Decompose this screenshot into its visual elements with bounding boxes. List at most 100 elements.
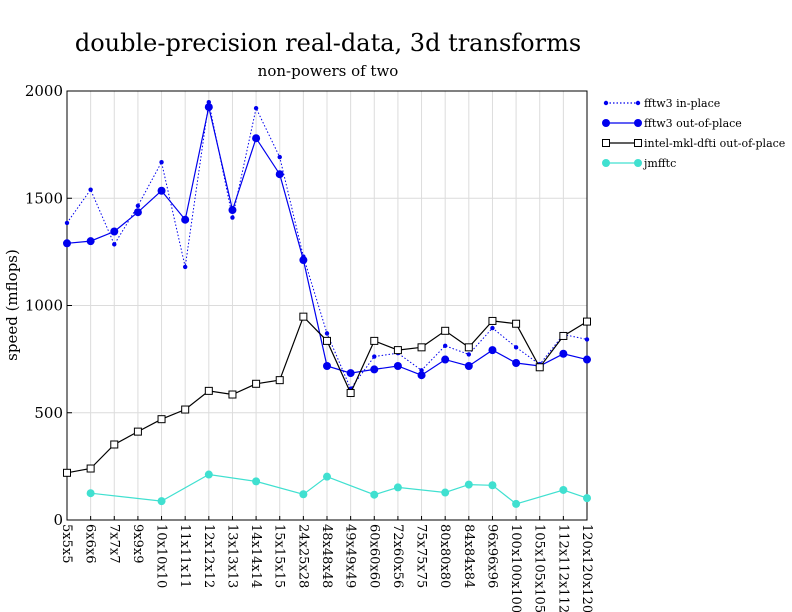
data-point: [466, 352, 472, 357]
data-point: [228, 206, 237, 215]
data-point: [86, 464, 95, 473]
data-point: [488, 481, 497, 490]
data-point: [230, 215, 235, 220]
data-point: [417, 343, 426, 352]
data-point: [323, 361, 331, 370]
data-point: [112, 242, 117, 247]
series-line: [90, 473, 588, 505]
legend-label: intel-mkl-dfti out-of-place: [644, 137, 785, 150]
x-tick-label: 10x10x10: [154, 524, 169, 588]
data-point: [159, 160, 164, 165]
data-point: [393, 361, 402, 370]
x-tick-label: 5x5x5: [59, 524, 74, 563]
data-point: [372, 354, 377, 359]
legend-label: jmfftc: [642, 157, 676, 170]
data-point: [584, 337, 590, 342]
data-point: [559, 485, 568, 494]
data-point: [228, 390, 237, 399]
data-point: [133, 208, 142, 217]
data-point: [157, 186, 166, 195]
legend-label: fftw3 in-place: [644, 97, 720, 110]
data-point: [88, 187, 93, 192]
data-point: [393, 346, 402, 355]
y-tick-label: 2000: [25, 82, 63, 100]
data-point: [464, 480, 473, 489]
data-point: [299, 490, 308, 499]
data-point: [133, 427, 142, 436]
series-jmfftc: [86, 470, 591, 508]
data-point: [252, 134, 261, 143]
x-tick-label: 60x60x60: [366, 524, 381, 588]
data-point: [252, 477, 261, 486]
x-tick-label: 80x80x80: [437, 524, 452, 588]
data-point: [512, 499, 521, 508]
data-point: [464, 343, 473, 352]
legend-marker: [602, 119, 610, 127]
data-point: [490, 325, 495, 331]
data-point: [370, 365, 379, 374]
data-point: [441, 488, 450, 497]
data-point: [324, 331, 330, 336]
data-point: [275, 376, 284, 385]
data-point: [559, 349, 568, 358]
legend-marker: [635, 100, 641, 106]
series-intel-mkl-dfti-out-of-place: [63, 312, 591, 477]
legend-marker: [602, 139, 610, 147]
data-point: [559, 331, 568, 340]
data-point: [370, 336, 379, 345]
x-tick-label: 7x7x7: [106, 524, 121, 563]
data-point: [86, 237, 95, 246]
x-tick-label: 120x120x120: [579, 524, 594, 612]
x-tick-label: 6x6x6: [83, 524, 98, 563]
data-point: [583, 355, 591, 364]
legend-marker: [602, 159, 610, 167]
data-point: [513, 345, 519, 350]
x-tick-label: 14x14x14: [248, 524, 263, 588]
data-point: [417, 371, 426, 380]
data-point: [110, 440, 119, 449]
x-tick-label: 12x12x12: [201, 524, 216, 588]
x-tick-label: 9x9x9: [130, 524, 145, 563]
data-point: [299, 256, 308, 265]
data-point: [323, 336, 331, 345]
x-tick-label: 13x13x13: [224, 524, 239, 588]
data-point: [512, 358, 521, 367]
data-point: [441, 326, 450, 335]
data-point: [512, 319, 521, 328]
data-point: [63, 468, 71, 477]
legend: fftw3 in-place fftw3 out-of-place intel-mk…: [602, 97, 785, 170]
data-point: [277, 154, 282, 160]
x-tick-label: 84x84x84: [461, 524, 476, 588]
data-point: [299, 312, 308, 321]
data-point: [157, 415, 166, 424]
data-point: [442, 343, 448, 349]
x-tick-label: 75x75x75: [414, 524, 429, 588]
data-point: [64, 220, 70, 226]
data-point: [181, 215, 190, 224]
data-point: [583, 317, 591, 326]
legend-marker: [634, 119, 642, 127]
data-point: [393, 483, 402, 492]
data-point: [464, 361, 473, 370]
y-tick-label: 0: [53, 511, 63, 529]
data-point: [346, 369, 355, 378]
x-tick-label: 105x105x105: [532, 524, 547, 612]
x-tick-label: 100x100x100: [508, 524, 523, 612]
legend-label: fftw3 out-of-place: [644, 117, 742, 130]
x-tick-label: 49x49x49: [343, 524, 358, 588]
data-point: [370, 490, 379, 499]
data-point: [488, 316, 497, 325]
data-point: [204, 470, 213, 479]
y-tick-label: 1500: [25, 189, 63, 207]
data-point: [135, 203, 141, 208]
data-point: [441, 355, 450, 364]
y-axis-label: speed (mflops): [3, 249, 21, 361]
x-tick-label: 112x112x112: [555, 524, 570, 612]
x-tick-label: 24x25x28: [295, 524, 310, 588]
x-tick-label: 15x15x15: [272, 524, 287, 588]
data-point: [346, 389, 355, 398]
y-tick-label: 500: [34, 404, 63, 422]
data-point: [181, 405, 190, 414]
data-point: [323, 472, 331, 481]
data-point: [182, 264, 188, 270]
